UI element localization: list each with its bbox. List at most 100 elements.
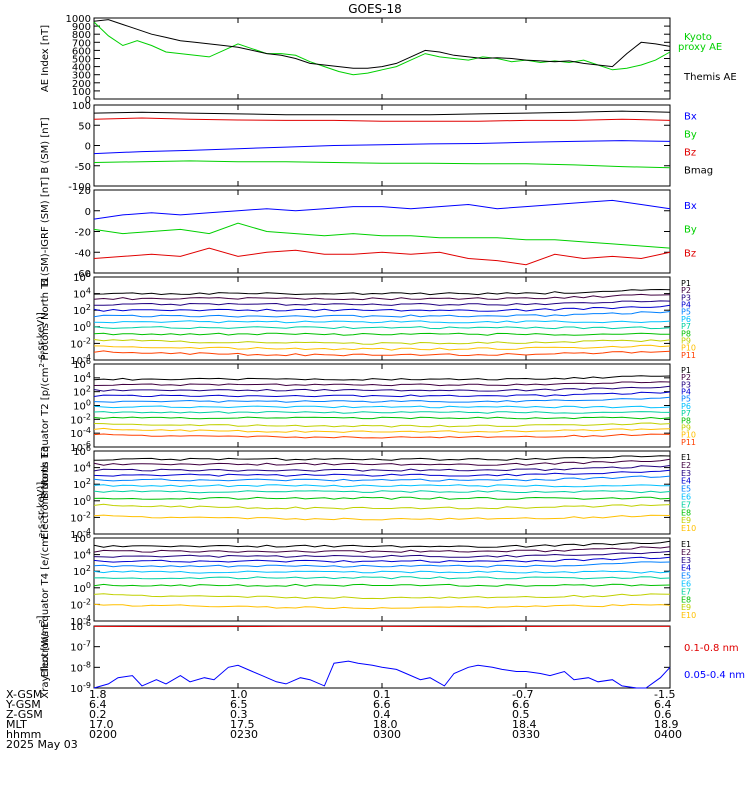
footer-value: 0.3 xyxy=(230,708,248,721)
legend-entry: E5 xyxy=(681,485,691,494)
y-tick-label: 100 xyxy=(73,320,91,334)
channel-line-P6 xyxy=(93,405,671,409)
y-tick-label: 104 xyxy=(73,371,91,385)
legend-entry: P1 xyxy=(681,366,691,375)
legend-entry: By xyxy=(684,225,697,236)
y-tick-label: 0 xyxy=(85,207,91,218)
legend-entry: P1 xyxy=(681,279,691,288)
legend-entry: P7 xyxy=(681,322,691,331)
series-line-Themis AE xyxy=(93,19,671,69)
y-tick-label: 10-4 xyxy=(70,527,91,541)
series-line-Bx xyxy=(93,140,671,155)
y-tick-label: -100 xyxy=(68,182,91,193)
legend-entry: P9 xyxy=(681,336,691,345)
panel-6: 10-4 10-2 100 102 104 106 Electrons Equator T4… xyxy=(36,482,696,678)
legend-entry: P6 xyxy=(681,402,691,411)
y-axis-label: B (SM)-IGRF (SM) [nT] xyxy=(40,177,51,286)
channel-line-P9 xyxy=(93,422,671,428)
legend-entry: E4 xyxy=(681,477,691,486)
footer-value: 18.9 xyxy=(654,718,679,731)
y-tick-label: 0 xyxy=(85,142,91,153)
legend-entry: P3 xyxy=(681,293,691,302)
legend-entry: P10 xyxy=(681,344,696,353)
y-tick-label: 106 xyxy=(73,531,91,545)
y-tick-label: 10-2 xyxy=(70,336,91,350)
legend-entry: E1 xyxy=(681,453,691,462)
footer-value: 6.4 xyxy=(654,698,672,711)
channel-line-P11 xyxy=(93,350,671,357)
y-tick-label: 20 xyxy=(78,186,91,197)
channel-line-E8 xyxy=(93,583,671,587)
channel-line-P5 xyxy=(93,311,671,318)
channel-line-P2 xyxy=(93,381,671,387)
footer-value: 6.4 xyxy=(89,698,107,711)
footer-value: 17.5 xyxy=(230,718,255,731)
y-tick-label: 10-7 xyxy=(70,640,91,654)
y-tick-label: -50 xyxy=(75,162,91,173)
legend-entry: 0.05-0.4 nm xyxy=(684,670,745,681)
channel-line-E5 xyxy=(93,561,671,568)
y-tick-label: 900 xyxy=(72,22,91,33)
y-tick-label: 10-8 xyxy=(70,660,91,674)
footer-label: X-GSM xyxy=(6,688,43,701)
y-tick-label: 100 xyxy=(73,581,91,595)
footer-value: 18.4 xyxy=(512,718,537,731)
y-tick-label: 700 xyxy=(72,38,91,49)
legend-entry: P4 xyxy=(681,301,691,310)
channel-line-E4 xyxy=(93,556,671,563)
legend-entry: Themis AE xyxy=(683,72,737,83)
legend-entry: E9 xyxy=(681,516,691,525)
channel-line-P3 xyxy=(93,300,671,306)
channel-line-E7 xyxy=(93,576,671,580)
y-tick-label: 10-2 xyxy=(70,510,91,524)
legend-entry: E5 xyxy=(681,572,691,581)
footer-value: 0230 xyxy=(230,728,258,741)
legend-entry: P5 xyxy=(681,308,691,317)
legend-entry: P2 xyxy=(681,286,691,295)
y-tick-label: 106 xyxy=(73,357,91,371)
legend-entry: P5 xyxy=(681,395,691,404)
footer-value: 1.8 xyxy=(89,688,107,701)
y-tick-label: 106 xyxy=(73,270,91,284)
legend-entry: Bx xyxy=(684,201,697,212)
channel-line-P7 xyxy=(93,411,671,414)
legend-entry: E7 xyxy=(681,500,691,509)
y-tick-label: 10-9 xyxy=(70,681,91,695)
panel-frame xyxy=(93,363,671,448)
channel-line-P1 xyxy=(93,375,671,381)
y-tick-label: 500 xyxy=(72,55,91,66)
legend-entry: P7 xyxy=(681,409,691,418)
channel-line-P5 xyxy=(93,396,671,403)
channel-line-E9 xyxy=(93,503,671,510)
y-axis-label: AE Index [nT] xyxy=(40,25,51,92)
legend-entry: E8 xyxy=(681,508,691,517)
channel-line-P1 xyxy=(93,288,671,296)
footer-label: MLT xyxy=(6,718,27,731)
footer-value: 6.6 xyxy=(373,698,391,711)
channel-line-E10 xyxy=(93,514,671,521)
y-tick-label: 100 xyxy=(73,399,91,413)
legend-entry: E10 xyxy=(681,611,696,620)
channel-line-E10 xyxy=(93,603,671,610)
y-axis-label: Protons North T1 xyxy=(40,276,51,360)
y-axis-label: Electrons Equator T4 [e/(cm2-s-sr-keV)] xyxy=(36,482,51,678)
y-axis-label: Protons Equator T2 [p/(cm2-s-sr-keV)] xyxy=(36,312,51,499)
channel-line-E3 xyxy=(93,550,671,558)
legend-entry: proxy AE xyxy=(678,42,722,53)
legend-entry: P11 xyxy=(681,438,696,447)
legend-entry: E3 xyxy=(681,469,691,478)
legend-entry: P8 xyxy=(681,416,691,425)
footer-value: 0.6 xyxy=(654,708,672,721)
footer-value: -1.5 xyxy=(654,688,676,701)
panel-5: 10-4 10-2 100 102 104 106 Electrons North T3 E1… xyxy=(40,444,696,541)
y-tick-label: 10-4 xyxy=(70,353,91,367)
channel-line-P6 xyxy=(93,320,671,324)
y-tick-label: 106 xyxy=(73,444,91,458)
footer-value: 0400 xyxy=(654,728,682,741)
footer-row-labels: X-GSM Y-GSM Z-GSM MLT hhmm 2025 May 03 xyxy=(6,688,78,750)
legend-entry: E8 xyxy=(681,595,691,604)
series-line-Bmag xyxy=(93,110,671,116)
y-tick-label: 10-2 xyxy=(70,597,91,611)
